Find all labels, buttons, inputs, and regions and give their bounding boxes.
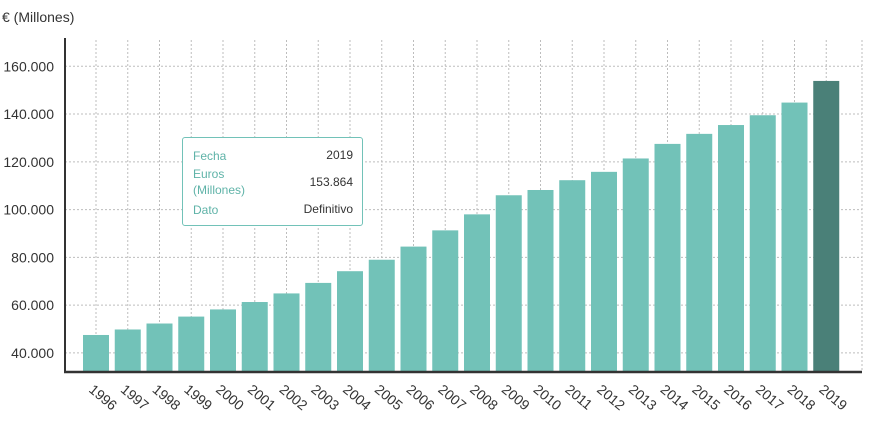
bar-2005 xyxy=(368,259,395,372)
bar-2009 xyxy=(495,195,522,372)
bar-2014 xyxy=(654,143,681,372)
x-tick-label: 2007 xyxy=(435,381,469,413)
bar-2018 xyxy=(781,102,808,372)
x-tick-label: 2015 xyxy=(689,381,723,413)
tooltip-euros-label: Euros xyxy=(193,167,225,181)
bar-2013 xyxy=(622,158,649,372)
x-tick-label: 1996 xyxy=(86,381,120,413)
x-tick-label: 2016 xyxy=(721,381,755,413)
bar-2019 xyxy=(813,80,840,373)
bar-2015 xyxy=(686,133,713,372)
bar-2010 xyxy=(527,189,554,372)
x-tick-label: 2019 xyxy=(816,381,850,413)
bar-1999 xyxy=(178,316,205,372)
bar-2011 xyxy=(559,180,586,372)
x-tick-label: 2002 xyxy=(277,381,311,413)
bar-2007 xyxy=(432,230,459,372)
bar-2002 xyxy=(273,293,300,372)
bar-2004 xyxy=(337,271,363,372)
tooltip-fecha-label: Fecha xyxy=(193,149,227,163)
tooltip-dato-value: Definitivo xyxy=(303,202,353,216)
x-tick-label: 1999 xyxy=(181,381,215,413)
tooltip-dato-label: Dato xyxy=(193,203,219,217)
x-tick-label: 2009 xyxy=(499,381,533,413)
x-tick-label: 1998 xyxy=(150,381,184,413)
x-tick-label: 2001 xyxy=(245,381,279,413)
axes xyxy=(64,38,862,374)
bar-2008 xyxy=(464,214,490,372)
data-tooltip: Fecha 2019 Euros (Millones) 153.864 Dato… xyxy=(182,137,363,226)
x-tick-label: 2014 xyxy=(658,381,692,413)
x-tick-label: 2003 xyxy=(308,381,342,413)
bar-2003 xyxy=(305,282,332,372)
y-tick-labels: 40.000 60.000 80.000 100.000 120.000 140.000 1… xyxy=(3,58,54,361)
y-tick-label: 80.000 xyxy=(11,249,54,265)
bar-1997 xyxy=(114,329,141,372)
x-tick-label: 2012 xyxy=(594,381,628,413)
y-tick-label: 40.000 xyxy=(11,345,54,361)
bar-1998 xyxy=(146,323,173,372)
x-tick-label: 2000 xyxy=(213,381,247,413)
tooltip-fecha-value: 2019 xyxy=(326,148,353,162)
x-tick-label: 2006 xyxy=(404,381,438,413)
bar-1996 xyxy=(83,334,109,372)
x-tick-label: 2018 xyxy=(785,381,819,413)
y-axis-title: € (Millones) xyxy=(2,9,75,25)
bar-2017 xyxy=(749,115,776,372)
x-tick-label: 2013 xyxy=(626,381,660,413)
bar-2006 xyxy=(400,246,427,372)
y-tick-label: 160.000 xyxy=(3,58,54,74)
y-tick-label: 60.000 xyxy=(11,297,54,313)
bar-2016 xyxy=(718,125,744,372)
tooltip-euros-value: 153.864 xyxy=(309,175,353,189)
x-tick-label: 2011 xyxy=(562,381,596,413)
x-tick-label: 2010 xyxy=(531,381,565,413)
bar-2012 xyxy=(591,171,617,372)
bar-2000 xyxy=(210,309,236,372)
x-tick-label: 2005 xyxy=(372,381,406,413)
y-tick-label: 120.000 xyxy=(3,154,54,170)
x-tick-label: 2004 xyxy=(340,381,374,413)
x-tick-labels: 1996199719981999200020012002200320042005… xyxy=(86,381,851,413)
x-tick-label: 2008 xyxy=(467,381,501,413)
y-tick-label: 140.000 xyxy=(3,106,54,122)
bar-2001 xyxy=(241,302,268,372)
x-tick-label: 1997 xyxy=(118,381,152,413)
y-tick-label: 100.000 xyxy=(3,202,54,218)
bar-series xyxy=(83,80,840,373)
tooltip-euros-unit-label: (Millones) xyxy=(193,183,246,197)
x-tick-label: 2017 xyxy=(753,381,787,413)
